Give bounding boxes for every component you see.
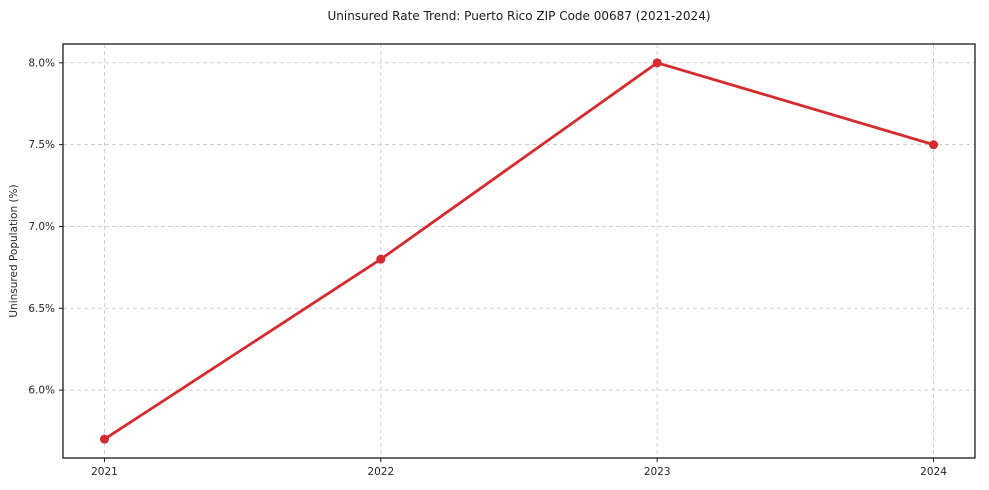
x-tick-label: 2023 (644, 466, 671, 478)
chart-title: Uninsured Rate Trend: Puerto Rico ZIP Co… (327, 9, 711, 23)
trend-line (103, 61, 935, 441)
y-tick-label: 7.0% (28, 221, 55, 233)
data-point (376, 254, 386, 264)
x-tick-label: 2022 (367, 466, 394, 478)
data-point (99, 434, 109, 444)
data-point (652, 58, 662, 68)
y-tick-label: 6.5% (28, 303, 55, 315)
x-tick-label: 2021 (91, 466, 118, 478)
y-tick-label: 6.0% (28, 385, 55, 397)
x-tick-label: 2024 (920, 466, 947, 478)
y-tick-label: 7.5% (28, 139, 55, 151)
data-point (929, 140, 939, 150)
y-tick-label: 8.0% (28, 57, 55, 69)
plot-border (62, 43, 976, 459)
